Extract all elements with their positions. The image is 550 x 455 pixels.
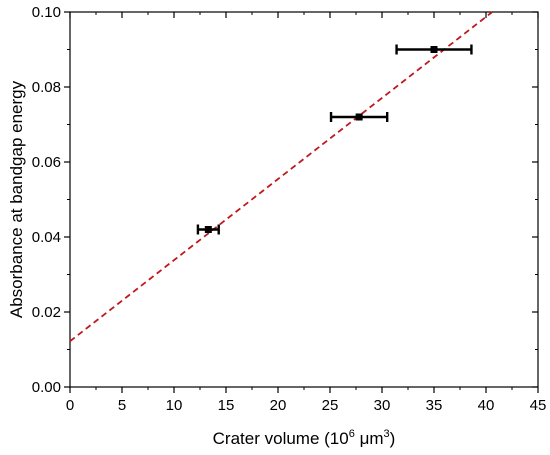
y-tick-label: 0.06: [32, 154, 61, 171]
x-axis-label-prefix: Crater volume (10: [213, 429, 349, 448]
y-tick-label: 0.10: [32, 4, 61, 21]
y-tick-label: 0.04: [32, 229, 61, 246]
y-axis-label: Absorbance at bandgap energy: [7, 80, 26, 318]
x-axis-label-sup1: 6: [349, 428, 355, 440]
x-tick-label: 10: [166, 397, 183, 414]
axes: 0 5 10 15 20 25 30 35 40 45 0.00 0.02 0.04 0.06 0.08 0.…: [32, 4, 547, 414]
x-tick-label: 5: [118, 397, 126, 414]
x-axis-label-sup2: 3: [384, 428, 390, 440]
data-marker: [355, 113, 363, 121]
x-tick-label: 30: [374, 397, 391, 414]
x-axis-label: Crater volume (106 μm3): [213, 428, 396, 448]
data-point: [395, 44, 473, 55]
x-axis-label-mid: μm: [355, 429, 384, 448]
x-tick-label: 15: [218, 397, 235, 414]
y-tick-label: 0.02: [32, 304, 61, 321]
x-tick-label: 20: [270, 397, 287, 414]
x-tick-label: 35: [426, 397, 443, 414]
data-marker: [430, 46, 438, 53]
y-tick-label: 0.08: [32, 79, 61, 96]
x-axis-label-suffix: ): [390, 429, 396, 448]
data-point: [196, 224, 220, 235]
x-tick-label: 45: [530, 397, 547, 414]
y-tick-label: 0.00: [32, 379, 61, 396]
x-tick-label: 40: [478, 397, 495, 414]
data-points: [196, 44, 473, 235]
fit-line: [69, 11, 493, 342]
x-tick-label: 0: [66, 397, 74, 414]
data-marker: [204, 226, 212, 233]
fit-line-group: [69, 11, 493, 342]
data-point: [329, 112, 389, 122]
plot-frame: [69, 11, 539, 388]
x-tick-label: 25: [322, 397, 339, 414]
